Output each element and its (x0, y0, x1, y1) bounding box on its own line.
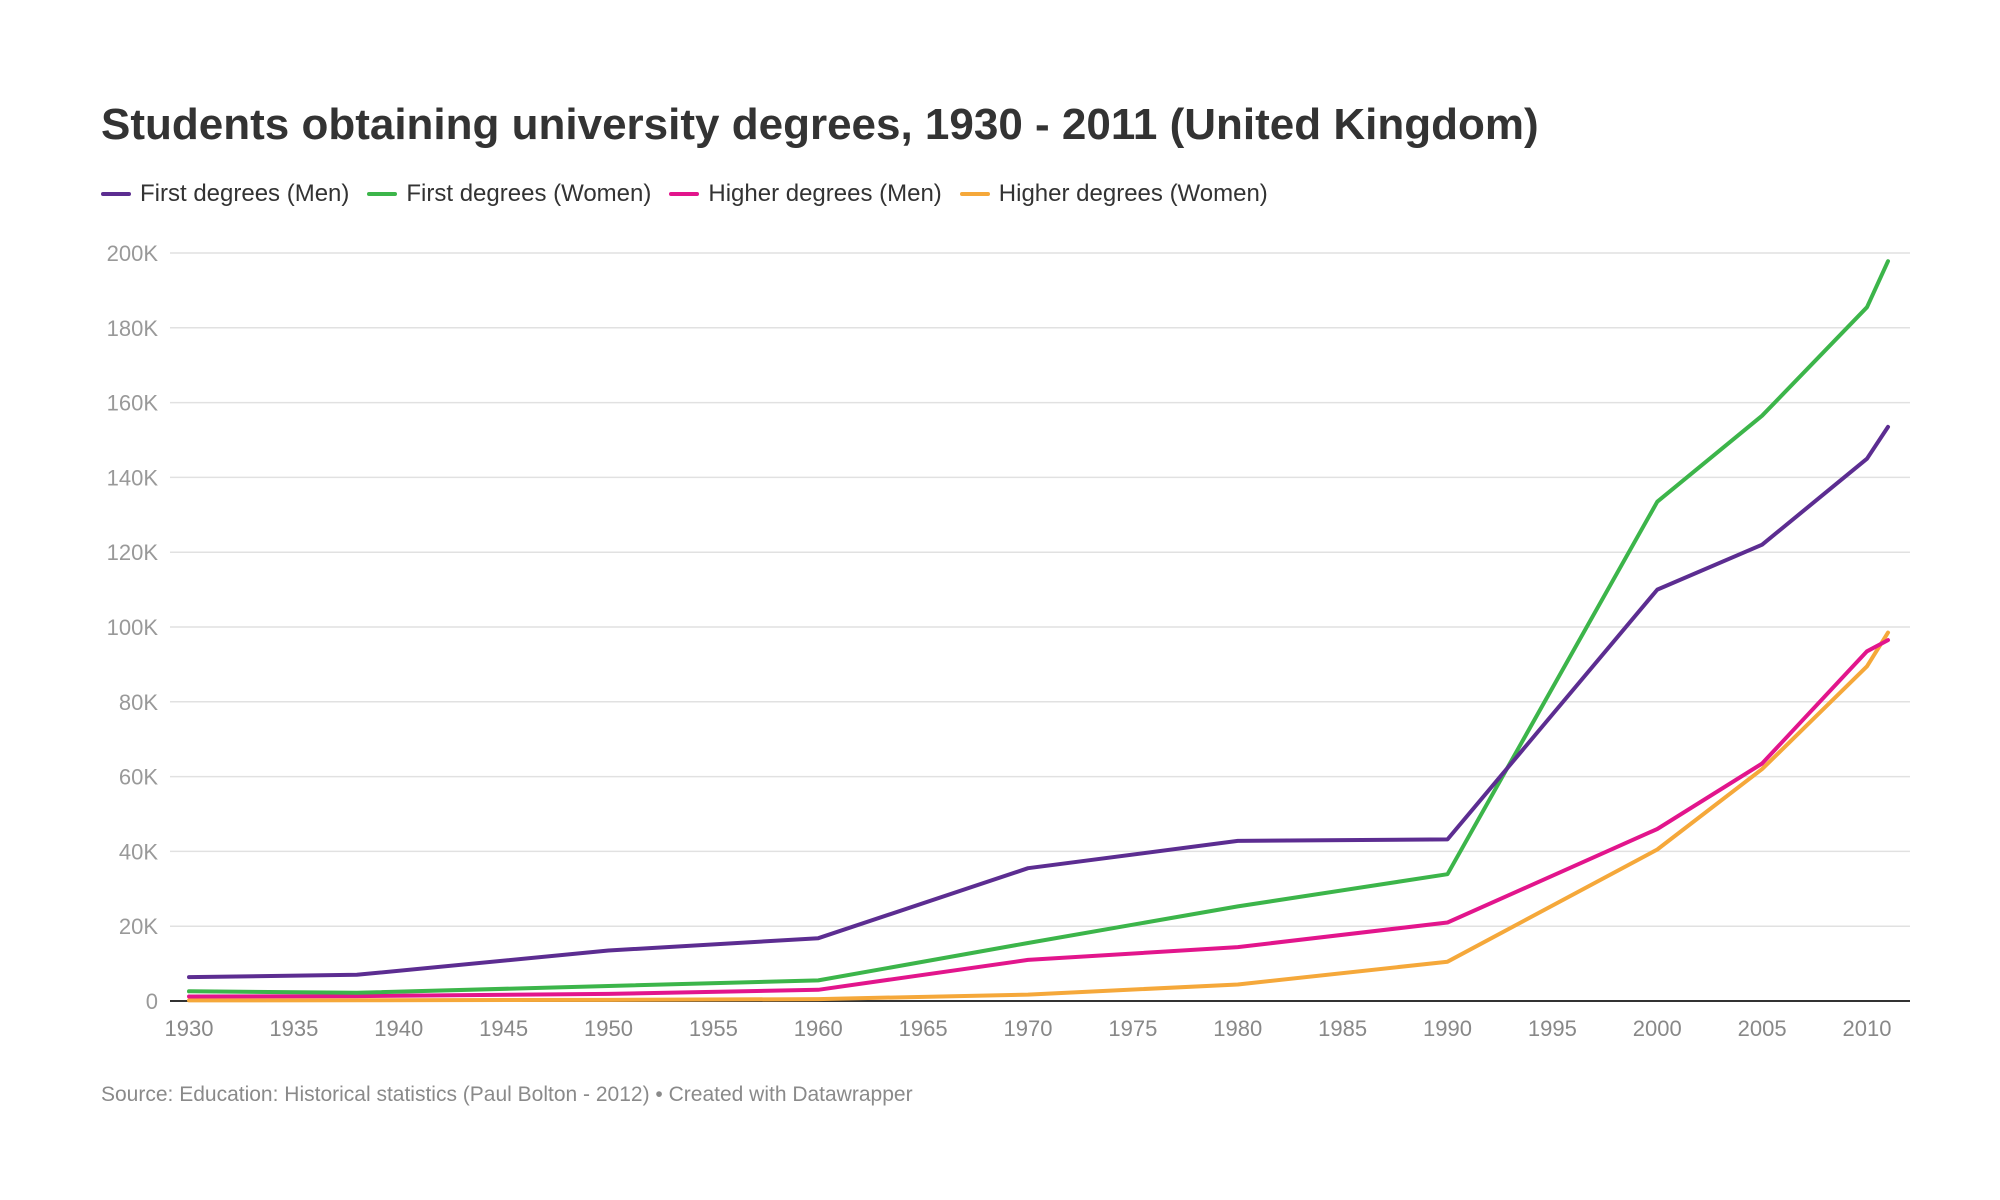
y-tick-label: 140K (107, 465, 159, 490)
y-axis-tick-labels: 0 20K 40K 60K 80K 100K 120K 140K 160K 180K 200K (107, 241, 159, 1014)
legend-swatch (959, 192, 990, 196)
legend-label: Higher degrees (Men) (708, 180, 942, 207)
legend-item: Higher degrees (Women) (959, 180, 1268, 208)
legend-swatch (367, 192, 398, 196)
x-tick-label: 1935 (269, 1016, 318, 1041)
legend-item: Higher degrees (Men) (669, 180, 942, 208)
chart-title: Students obtaining university degrees, 1… (101, 100, 1539, 149)
legend-label: Higher degrees (Women) (998, 180, 1268, 207)
y-tick-label: 40K (119, 839, 158, 864)
series-line-higher-degrees-men (187, 638, 1890, 999)
x-tick-label: 1940 (374, 1016, 423, 1041)
legend-label: First degrees (Men) (140, 180, 350, 207)
y-tick-label: 60K (119, 765, 158, 790)
source-footer: Source: Education: Historical statistics… (101, 1083, 913, 1106)
x-tick-label: 1970 (1004, 1016, 1053, 1041)
y-tick-label: 180K (107, 316, 159, 341)
y-tick-label: 0 (146, 989, 158, 1014)
x-tick-label: 2010 (1843, 1016, 1892, 1041)
grid-lines (170, 252, 1910, 927)
x-tick-label: 1960 (794, 1016, 843, 1041)
y-tick-label: 100K (107, 615, 159, 640)
legend-item: First degrees (Women) (367, 180, 651, 208)
x-axis-tick-labels: 1930 1935 1940 1945 1950 1955 1960 1965 1970 1975… (165, 1016, 1892, 1041)
legend: First degrees (Men) First degrees (Women)… (101, 180, 1286, 208)
y-tick-label: 20K (119, 914, 158, 939)
x-tick-label: 1955 (689, 1016, 738, 1041)
legend-item: First degrees (Men) (101, 180, 349, 208)
x-tick-label: 1945 (479, 1016, 528, 1041)
y-tick-label: 200K (107, 241, 159, 266)
x-tick-label: 1950 (584, 1016, 633, 1041)
series-line-higher-degrees-women (187, 630, 1890, 1003)
x-tick-label: 2000 (1633, 1016, 1682, 1041)
y-tick-label: 160K (107, 391, 159, 416)
legend-label: First degrees (Women) (406, 180, 652, 207)
series-lines (187, 259, 1890, 1003)
x-tick-label: 1990 (1423, 1016, 1472, 1041)
x-tick-label: 1930 (165, 1016, 214, 1041)
legend-swatch (101, 192, 131, 196)
x-tick-label: 1980 (1213, 1016, 1262, 1041)
x-tick-label: 1985 (1318, 1016, 1367, 1041)
y-tick-label: 80K (119, 690, 158, 715)
x-tick-label: 1975 (1108, 1016, 1157, 1041)
x-tick-label: 1995 (1528, 1016, 1577, 1041)
series-line-first-degrees-women (187, 259, 1890, 995)
x-tick-label: 2005 (1738, 1016, 1787, 1041)
series-line-first-degrees-men (187, 424, 1890, 980)
x-tick-label: 1965 (899, 1016, 948, 1041)
y-tick-label: 120K (107, 540, 159, 565)
legend-swatch (669, 192, 700, 196)
